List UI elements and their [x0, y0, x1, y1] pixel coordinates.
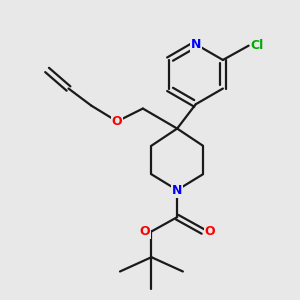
Text: N: N	[172, 184, 182, 196]
Text: N: N	[190, 38, 201, 51]
Text: O: O	[112, 115, 122, 128]
Text: O: O	[205, 225, 215, 238]
Text: O: O	[139, 225, 150, 238]
Text: Cl: Cl	[250, 39, 264, 52]
